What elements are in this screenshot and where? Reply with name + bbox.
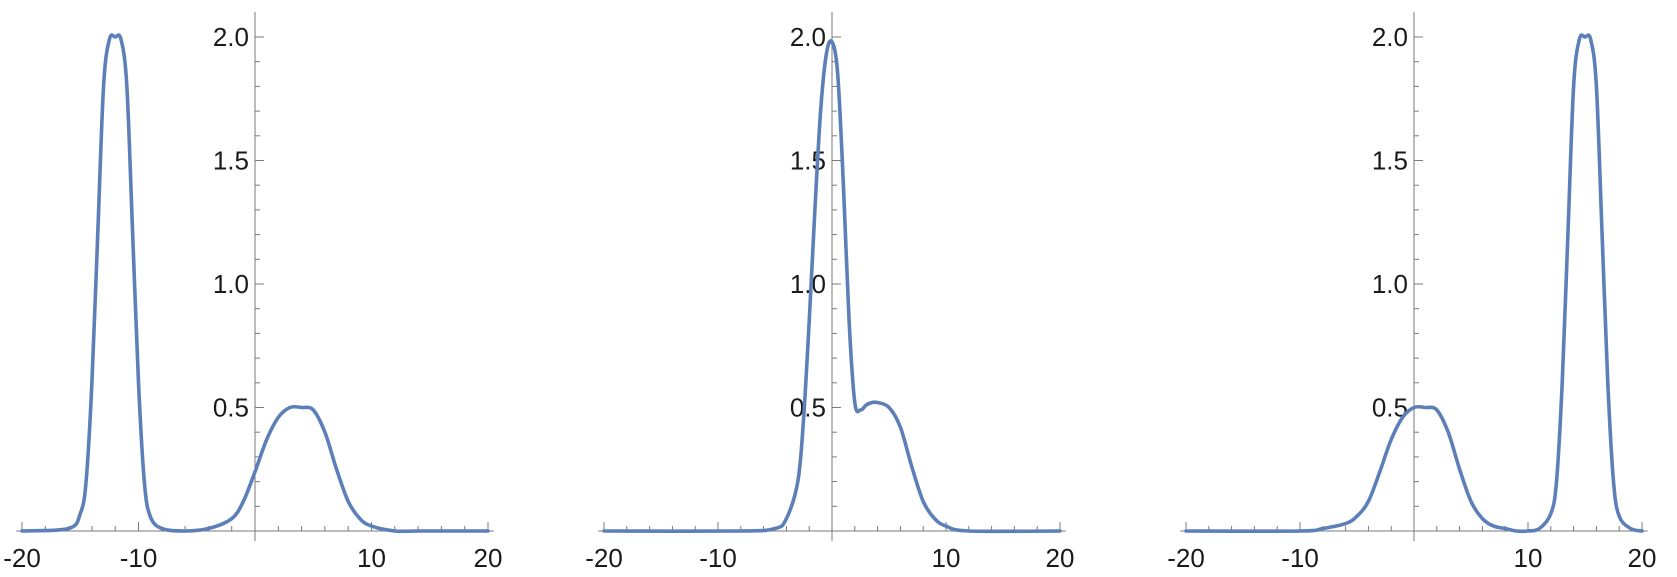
series-line	[602, 39, 1062, 534]
y-tick-label: 2.0	[1372, 22, 1408, 52]
plot-panel-right: -20 -10 10 200.51.01.52.0	[1167, 12, 1656, 573]
x-tick-label: -20	[585, 543, 623, 573]
y-tick-label: 2.0	[213, 22, 249, 52]
x-tick-label: 20	[1628, 543, 1657, 573]
x-tick-label: -20	[1167, 543, 1205, 573]
series-line	[1184, 33, 1644, 534]
x-tick-label: -10	[1281, 543, 1319, 573]
y-tick-label: 1.5	[790, 146, 826, 176]
y-tick-label: 2.0	[790, 22, 826, 52]
x-tick-label: 20	[1046, 543, 1075, 573]
y-tick-label: 1.0	[1372, 269, 1408, 299]
x-tick-label: 10	[1514, 543, 1543, 573]
y-tick-label: 0.5	[790, 393, 826, 423]
x-tick-label: 10	[357, 543, 386, 573]
plot-panel-left: -20 -10 10 20 0.5 1.0 1.5 2.0	[3, 12, 502, 573]
y-tick-label: 1.5	[1372, 146, 1408, 176]
series-line	[20, 33, 490, 534]
x-tick-label: -20	[3, 543, 41, 573]
plot-panel-middle: -20 -10 10 20 0.5 1.0 1.5 2.0	[585, 12, 1074, 573]
y-tick-label: 0.5	[213, 393, 249, 423]
y-tick-label: 1.5	[213, 146, 249, 176]
x-tick-label: 10	[932, 543, 961, 573]
x-tick-label: -10	[699, 543, 737, 573]
y-tick-label: 1.0	[213, 269, 249, 299]
x-tick-label: 20	[474, 543, 503, 573]
y-tick-label: 1.0	[790, 269, 826, 299]
x-tick-label: -10	[120, 543, 158, 573]
